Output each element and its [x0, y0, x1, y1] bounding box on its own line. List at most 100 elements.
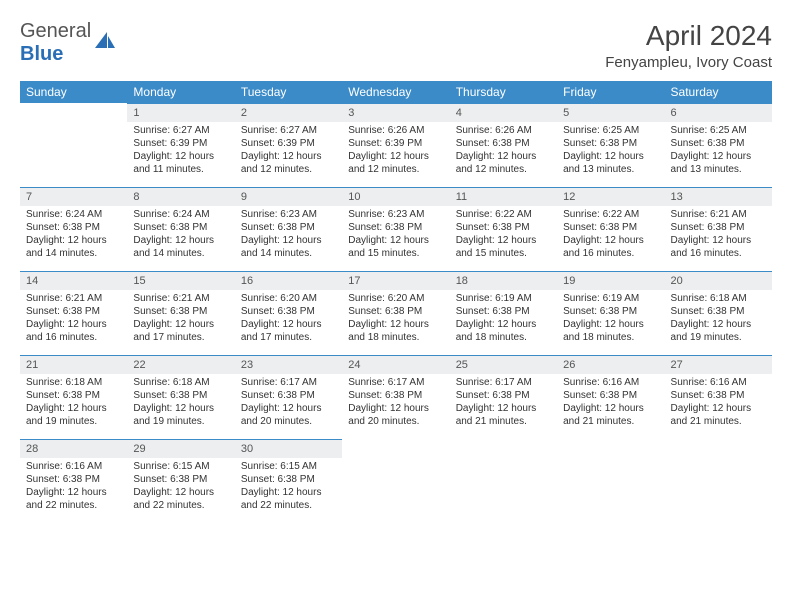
- day-number: 3: [342, 103, 449, 122]
- daylight-line: Daylight: 12 hours and 22 minutes.: [26, 486, 121, 512]
- sunrise-line: Sunrise: 6:26 AM: [348, 124, 443, 137]
- daylight-line: Daylight: 12 hours and 18 minutes.: [563, 318, 658, 344]
- dow-sunday: Sunday: [20, 81, 127, 103]
- sunset-line: Sunset: 6:38 PM: [241, 389, 336, 402]
- day-content: Sunrise: 6:17 AMSunset: 6:38 PMDaylight:…: [450, 374, 557, 432]
- sunrise-line: Sunrise: 6:17 AM: [348, 376, 443, 389]
- daylight-line: Daylight: 12 hours and 22 minutes.: [241, 486, 336, 512]
- sunset-line: Sunset: 6:38 PM: [563, 305, 658, 318]
- daylight-line: Daylight: 12 hours and 15 minutes.: [348, 234, 443, 260]
- calendar-cell: 20Sunrise: 6:18 AMSunset: 6:38 PMDayligh…: [665, 271, 772, 355]
- sunrise-line: Sunrise: 6:25 AM: [671, 124, 766, 137]
- title-block: April 2024 Fenyampleu, Ivory Coast: [605, 20, 772, 71]
- sunrise-line: Sunrise: 6:19 AM: [563, 292, 658, 305]
- daylight-line: Daylight: 12 hours and 16 minutes.: [563, 234, 658, 260]
- dow-friday: Friday: [557, 81, 664, 103]
- daylight-line: Daylight: 12 hours and 21 minutes.: [563, 402, 658, 428]
- day-number: 16: [235, 271, 342, 290]
- sunrise-line: Sunrise: 6:22 AM: [456, 208, 551, 221]
- day-number: 9: [235, 187, 342, 206]
- day-content: Sunrise: 6:27 AMSunset: 6:39 PMDaylight:…: [235, 122, 342, 180]
- sunrise-line: Sunrise: 6:15 AM: [241, 460, 336, 473]
- day-content: Sunrise: 6:16 AMSunset: 6:38 PMDaylight:…: [20, 458, 127, 516]
- day-number: 23: [235, 355, 342, 374]
- daylight-line: Daylight: 12 hours and 17 minutes.: [241, 318, 336, 344]
- calendar-cell: 24Sunrise: 6:17 AMSunset: 6:38 PMDayligh…: [342, 355, 449, 439]
- daylight-line: Daylight: 12 hours and 19 minutes.: [26, 402, 121, 428]
- dow-wednesday: Wednesday: [342, 81, 449, 103]
- sunset-line: Sunset: 6:39 PM: [133, 137, 228, 150]
- calendar-cell: 9Sunrise: 6:23 AMSunset: 6:38 PMDaylight…: [235, 187, 342, 271]
- sunset-line: Sunset: 6:38 PM: [241, 473, 336, 486]
- day-content: Sunrise: 6:20 AMSunset: 6:38 PMDaylight:…: [342, 290, 449, 348]
- day-content: Sunrise: 6:15 AMSunset: 6:38 PMDaylight:…: [235, 458, 342, 516]
- calendar-cell: 18Sunrise: 6:19 AMSunset: 6:38 PMDayligh…: [450, 271, 557, 355]
- sunset-line: Sunset: 6:38 PM: [133, 389, 228, 402]
- day-content: Sunrise: 6:23 AMSunset: 6:38 PMDaylight:…: [235, 206, 342, 264]
- logo: General Blue: [20, 20, 115, 66]
- sunrise-line: Sunrise: 6:26 AM: [456, 124, 551, 137]
- day-content: Sunrise: 6:22 AMSunset: 6:38 PMDaylight:…: [557, 206, 664, 264]
- daylight-line: Daylight: 12 hours and 14 minutes.: [133, 234, 228, 260]
- sunset-line: Sunset: 6:38 PM: [671, 389, 766, 402]
- calendar-cell: 30Sunrise: 6:15 AMSunset: 6:38 PMDayligh…: [235, 439, 342, 523]
- calendar-cell: 28Sunrise: 6:16 AMSunset: 6:38 PMDayligh…: [20, 439, 127, 523]
- calendar-cell: 23Sunrise: 6:17 AMSunset: 6:38 PMDayligh…: [235, 355, 342, 439]
- calendar-cell: 16Sunrise: 6:20 AMSunset: 6:38 PMDayligh…: [235, 271, 342, 355]
- day-number: 13: [665, 187, 772, 206]
- day-number: 29: [127, 439, 234, 458]
- daylight-line: Daylight: 12 hours and 19 minutes.: [671, 318, 766, 344]
- day-content: Sunrise: 6:16 AMSunset: 6:38 PMDaylight:…: [557, 374, 664, 432]
- daylight-line: Daylight: 12 hours and 13 minutes.: [563, 150, 658, 176]
- sunrise-line: Sunrise: 6:19 AM: [456, 292, 551, 305]
- calendar-cell: 26Sunrise: 6:16 AMSunset: 6:38 PMDayligh…: [557, 355, 664, 439]
- day-number: 4: [450, 103, 557, 122]
- day-number: 26: [557, 355, 664, 374]
- day-number: 2: [235, 103, 342, 122]
- daylight-line: Daylight: 12 hours and 21 minutes.: [671, 402, 766, 428]
- sunset-line: Sunset: 6:38 PM: [348, 221, 443, 234]
- calendar-cell: 13Sunrise: 6:21 AMSunset: 6:38 PMDayligh…: [665, 187, 772, 271]
- day-content: Sunrise: 6:25 AMSunset: 6:38 PMDaylight:…: [665, 122, 772, 180]
- sunset-line: Sunset: 6:38 PM: [348, 389, 443, 402]
- day-number: 6: [665, 103, 772, 122]
- sunset-line: Sunset: 6:38 PM: [671, 137, 766, 150]
- sunset-line: Sunset: 6:38 PM: [563, 137, 658, 150]
- day-number: 21: [20, 355, 127, 374]
- sunset-line: Sunset: 6:38 PM: [456, 137, 551, 150]
- sunset-line: Sunset: 6:38 PM: [241, 221, 336, 234]
- sunrise-line: Sunrise: 6:17 AM: [456, 376, 551, 389]
- daylight-line: Daylight: 12 hours and 18 minutes.: [348, 318, 443, 344]
- sunset-line: Sunset: 6:38 PM: [563, 221, 658, 234]
- daylight-line: Daylight: 12 hours and 14 minutes.: [26, 234, 121, 260]
- day-number: 19: [557, 271, 664, 290]
- daylight-line: Daylight: 12 hours and 11 minutes.: [133, 150, 228, 176]
- day-content: Sunrise: 6:26 AMSunset: 6:38 PMDaylight:…: [450, 122, 557, 180]
- calendar-cell: 14Sunrise: 6:21 AMSunset: 6:38 PMDayligh…: [20, 271, 127, 355]
- page-title: April 2024: [605, 20, 772, 52]
- sunset-line: Sunset: 6:38 PM: [563, 389, 658, 402]
- day-number: 5: [557, 103, 664, 122]
- day-number: 18: [450, 271, 557, 290]
- sunrise-line: Sunrise: 6:18 AM: [133, 376, 228, 389]
- calendar-row: 7Sunrise: 6:24 AMSunset: 6:38 PMDaylight…: [20, 187, 772, 271]
- logo-text: General Blue: [20, 20, 91, 66]
- calendar-cell: [665, 439, 772, 523]
- dow-monday: Monday: [127, 81, 234, 103]
- day-number: 7: [20, 187, 127, 206]
- sunrise-line: Sunrise: 6:15 AM: [133, 460, 228, 473]
- sunset-line: Sunset: 6:38 PM: [671, 221, 766, 234]
- location: Fenyampleu, Ivory Coast: [605, 54, 772, 71]
- day-number: 22: [127, 355, 234, 374]
- sail-icon: [95, 32, 115, 48]
- day-content: Sunrise: 6:24 AMSunset: 6:38 PMDaylight:…: [20, 206, 127, 264]
- calendar-cell: 22Sunrise: 6:18 AMSunset: 6:38 PMDayligh…: [127, 355, 234, 439]
- day-content: Sunrise: 6:15 AMSunset: 6:38 PMDaylight:…: [127, 458, 234, 516]
- day-number: 27: [665, 355, 772, 374]
- calendar-cell: 2Sunrise: 6:27 AMSunset: 6:39 PMDaylight…: [235, 103, 342, 187]
- sunset-line: Sunset: 6:38 PM: [348, 305, 443, 318]
- sunset-line: Sunset: 6:38 PM: [456, 305, 551, 318]
- sunrise-line: Sunrise: 6:22 AM: [563, 208, 658, 221]
- day-number: 14: [20, 271, 127, 290]
- sunset-line: Sunset: 6:38 PM: [26, 305, 121, 318]
